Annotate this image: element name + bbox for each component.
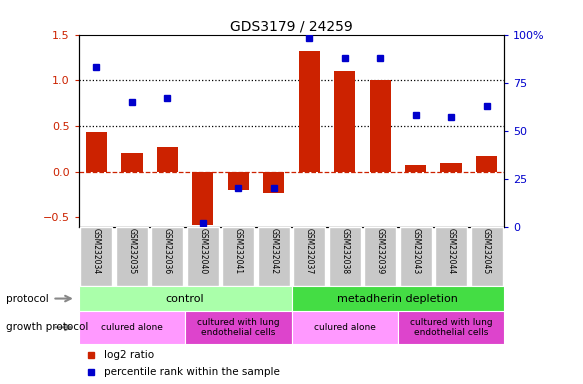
Bar (398, 311, 504, 344)
Bar (370, 80, 391, 172)
Text: GSM232037: GSM232037 (305, 228, 314, 275)
Bar (364, 227, 396, 286)
Text: metadherin depletion: metadherin depletion (338, 293, 458, 304)
Bar (86, 132, 107, 172)
Bar (185, 311, 292, 344)
Title: GDS3179 / 24259: GDS3179 / 24259 (230, 20, 353, 33)
Bar (227, 172, 249, 190)
Text: culured alone: culured alone (314, 323, 375, 332)
Text: GSM232036: GSM232036 (163, 228, 172, 275)
Bar (334, 71, 356, 172)
Text: control: control (166, 293, 205, 304)
Text: GSM232041: GSM232041 (234, 228, 243, 275)
Text: GSM232045: GSM232045 (482, 228, 491, 275)
Bar (222, 227, 254, 286)
Bar (121, 154, 142, 172)
Bar (293, 227, 325, 286)
Bar (292, 311, 398, 344)
Bar (79, 311, 185, 344)
Text: GSM232040: GSM232040 (198, 228, 208, 275)
Bar (79, 286, 292, 311)
Bar (292, 286, 504, 311)
Bar (187, 227, 219, 286)
Text: log2 ratio: log2 ratio (104, 350, 154, 360)
Bar (298, 51, 320, 172)
Text: GSM232038: GSM232038 (340, 228, 349, 275)
Bar (116, 227, 148, 286)
Text: GSM232043: GSM232043 (411, 228, 420, 275)
Text: GSM232039: GSM232039 (375, 228, 385, 275)
Text: GSM232034: GSM232034 (92, 228, 101, 275)
Bar (157, 147, 178, 172)
Text: cultured with lung
endothelial cells: cultured with lung endothelial cells (410, 318, 493, 337)
Bar (192, 172, 213, 225)
Bar (476, 156, 497, 172)
Bar (80, 227, 113, 286)
Text: growth protocol: growth protocol (6, 322, 88, 333)
Text: protocol: protocol (6, 293, 48, 304)
Text: culured alone: culured alone (101, 323, 163, 332)
Bar (400, 227, 431, 286)
Text: GSM232042: GSM232042 (269, 228, 278, 275)
Text: cultured with lung
endothelial cells: cultured with lung endothelial cells (197, 318, 280, 337)
Bar (152, 227, 183, 286)
Bar (441, 162, 462, 172)
Text: percentile rank within the sample: percentile rank within the sample (104, 366, 280, 377)
Bar (258, 227, 290, 286)
Bar (405, 165, 426, 172)
Bar (263, 172, 285, 193)
Text: GSM232044: GSM232044 (447, 228, 455, 275)
Bar (470, 227, 503, 286)
Text: GSM232035: GSM232035 (128, 228, 136, 275)
Bar (435, 227, 467, 286)
Bar (329, 227, 361, 286)
